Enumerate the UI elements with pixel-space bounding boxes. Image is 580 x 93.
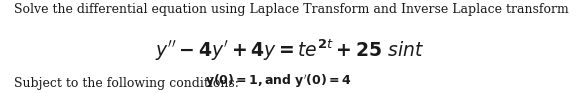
Text: Solve the differential equation using Laplace Transform and Inverse Laplace tran: Solve the differential equation using La… bbox=[14, 3, 569, 16]
Text: $\mathbf{y(0) = 1, and\ y'(0) = 4}$: $\mathbf{y(0) = 1, and\ y'(0) = 4}$ bbox=[205, 73, 351, 90]
Text: $\mathbf{\mathit{y}'' - 4\mathit{y}' + 4\mathit{y} = \mathit{t}\mathit{e}^{2\mat: $\mathbf{\mathit{y}'' - 4\mathit{y}' + 4… bbox=[155, 37, 425, 63]
Text: Subject to the following conditions:: Subject to the following conditions: bbox=[14, 77, 244, 90]
